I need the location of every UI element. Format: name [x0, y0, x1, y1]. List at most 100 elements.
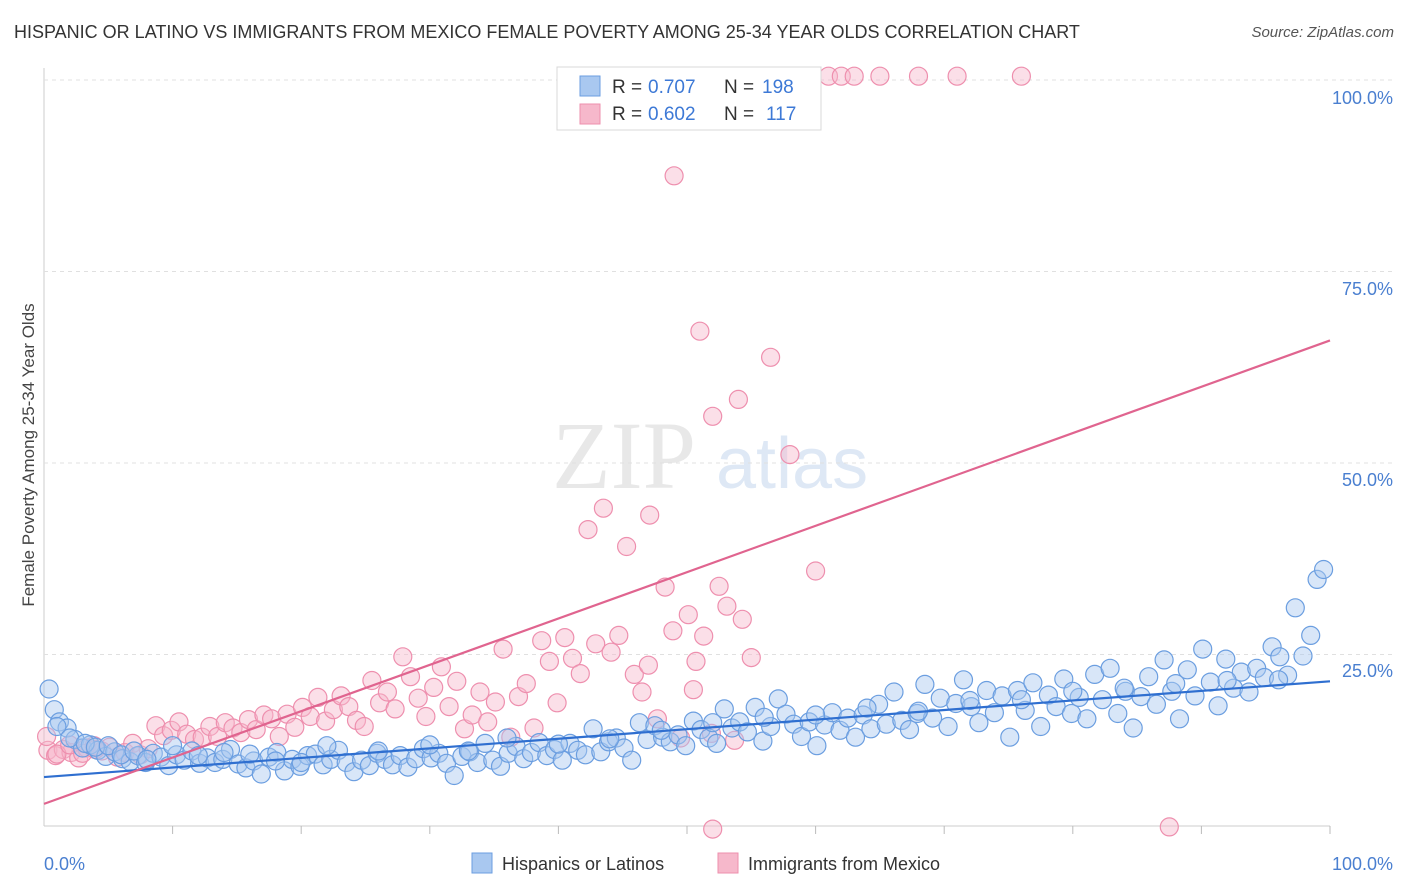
x-ticks — [172, 826, 1331, 834]
point-hispanics-or-latinos — [969, 713, 989, 733]
point-hispanics-or-latinos — [1177, 660, 1197, 680]
point-hispanics-or-latinos — [420, 735, 440, 755]
stats-blue-n-value: 198 — [762, 77, 794, 98]
point-hispanics-or-latinos — [776, 704, 796, 724]
watermark-zip: ZIP — [552, 402, 696, 509]
point-immigrants-from-mexico — [703, 406, 723, 426]
stats-legend-box — [556, 66, 822, 131]
point-hispanics-or-latinos — [1262, 637, 1282, 657]
point-immigrants-from-mexico — [709, 576, 729, 596]
point-hispanics-or-latinos — [1193, 639, 1213, 659]
point-hispanics-or-latinos — [1100, 658, 1120, 678]
point-immigrants-from-mexico — [780, 445, 800, 465]
point-hispanics-or-latinos — [1216, 649, 1236, 669]
point-hispanics-or-latinos — [240, 744, 260, 764]
point-hispanics-or-latinos — [938, 716, 958, 737]
point-hispanics-or-latinos — [47, 716, 67, 737]
point-hispanics-or-latinos — [676, 736, 696, 756]
point-immigrants-from-mexico — [285, 717, 305, 737]
point-immigrants-from-mexico — [316, 711, 336, 731]
point-hispanics-or-latinos — [1239, 682, 1259, 702]
point-hispanics-or-latinos — [1231, 662, 1251, 682]
point-hispanics-or-latinos — [1063, 681, 1083, 701]
point-hispanics-or-latinos — [1169, 709, 1190, 729]
point-hispanics-or-latinos — [1166, 673, 1186, 694]
point-hispanics-or-latinos — [1217, 670, 1237, 691]
point-immigrants-from-mexico — [717, 596, 737, 616]
watermark-atlas: atlas — [716, 424, 868, 504]
point-hispanics-or-latinos — [1200, 672, 1221, 692]
point-hispanics-or-latinos — [575, 745, 596, 765]
point-hispanics-or-latinos — [706, 733, 727, 754]
point-hispanics-or-latinos — [984, 703, 1005, 723]
stats-blue-r-value: 0.707 — [648, 77, 696, 98]
point-hispanics-or-latinos — [1000, 727, 1020, 747]
point-immigrants-from-mexico — [516, 673, 536, 694]
stats-pink-n-value: 117 — [766, 104, 796, 125]
point-immigrants-from-mexico — [354, 716, 374, 737]
point-hispanics-or-latinos — [1301, 625, 1321, 646]
point-hispanics-or-latinos — [444, 765, 464, 786]
watermark: ZIP atlas — [552, 402, 868, 509]
point-hispanics-or-latinos — [861, 719, 881, 739]
point-hispanics-or-latinos — [1061, 703, 1082, 724]
point-hispanics-or-latinos — [591, 742, 611, 762]
point-immigrants-from-mexico — [578, 519, 598, 540]
x-tick-0: 0.0% — [44, 854, 85, 874]
point-immigrants-from-mexico — [1159, 817, 1179, 837]
point-hispanics-or-latinos — [1208, 696, 1228, 716]
point-immigrants-from-mexico — [609, 625, 629, 646]
point-immigrants-from-mexico — [36, 726, 57, 747]
point-immigrants-from-mexico — [238, 709, 259, 730]
point-immigrants-from-mexico — [728, 389, 749, 409]
point-hispanics-or-latinos — [614, 738, 634, 758]
point-immigrants-from-mexico — [393, 647, 413, 667]
point-immigrants-from-mexico — [908, 66, 929, 86]
point-immigrants-from-mexico — [663, 621, 683, 641]
point-hispanics-or-latinos — [703, 713, 723, 733]
point-immigrants-from-mexico — [593, 498, 614, 518]
point-immigrants-from-mexico — [570, 663, 590, 684]
point-immigrants-from-mexico — [640, 505, 660, 525]
point-hispanics-or-latinos — [514, 749, 534, 769]
point-hispanics-or-latinos — [317, 736, 337, 756]
point-immigrants-from-mexico — [683, 680, 704, 700]
point-immigrants-from-mexico — [346, 710, 367, 731]
point-immigrants-from-mexico — [200, 716, 220, 737]
point-hispanics-or-latinos — [899, 719, 920, 740]
point-hispanics-or-latinos — [1007, 680, 1028, 701]
point-hispanics-or-latinos — [845, 727, 866, 747]
point-hispanics-or-latinos — [1307, 569, 1327, 590]
stats-blue-n-label: N = — [724, 77, 754, 98]
point-immigrants-from-mexico — [269, 726, 289, 747]
point-hispanics-or-latinos — [111, 745, 131, 765]
x-tick-100: 100.0% — [1332, 854, 1393, 874]
series-immigrants-from-mexico — [36, 66, 1179, 839]
series-legend: Hispanics or Latinos Immigrants from Mex… — [471, 852, 940, 874]
point-hispanics-or-latinos — [251, 764, 271, 784]
point-immigrants-from-mexico — [485, 692, 505, 712]
stats-legend-blue-swatch — [579, 75, 601, 97]
point-immigrants-from-mexico — [638, 655, 659, 675]
point-hispanics-or-latinos — [75, 733, 95, 754]
point-immigrants-from-mexico — [586, 634, 606, 654]
point-hispanics-or-latinos — [1270, 647, 1290, 667]
point-immigrants-from-mexico — [664, 166, 684, 186]
point-hispanics-or-latinos — [868, 694, 889, 714]
point-immigrants-from-mexico — [562, 648, 583, 668]
point-hispanics-or-latinos — [1185, 686, 1205, 706]
point-immigrants-from-mexico — [385, 699, 405, 719]
stats-legend: R = 0.707 N = 198 R = 0.602 N = 117 — [556, 66, 822, 131]
point-hispanics-or-latinos — [1011, 690, 1032, 710]
point-immigrants-from-mexico — [377, 682, 397, 702]
point-immigrants-from-mexico — [470, 682, 490, 702]
point-hispanics-or-latinos — [1154, 650, 1174, 670]
point-hispanics-or-latinos — [497, 728, 517, 748]
stats-legend-pink-swatch — [579, 103, 601, 125]
point-hispanics-or-latinos — [583, 719, 603, 739]
point-hispanics-or-latinos — [1139, 667, 1159, 687]
point-hispanics-or-latinos — [163, 736, 183, 756]
point-hispanics-or-latinos — [915, 674, 935, 695]
point-immigrants-from-mexico — [760, 347, 781, 367]
